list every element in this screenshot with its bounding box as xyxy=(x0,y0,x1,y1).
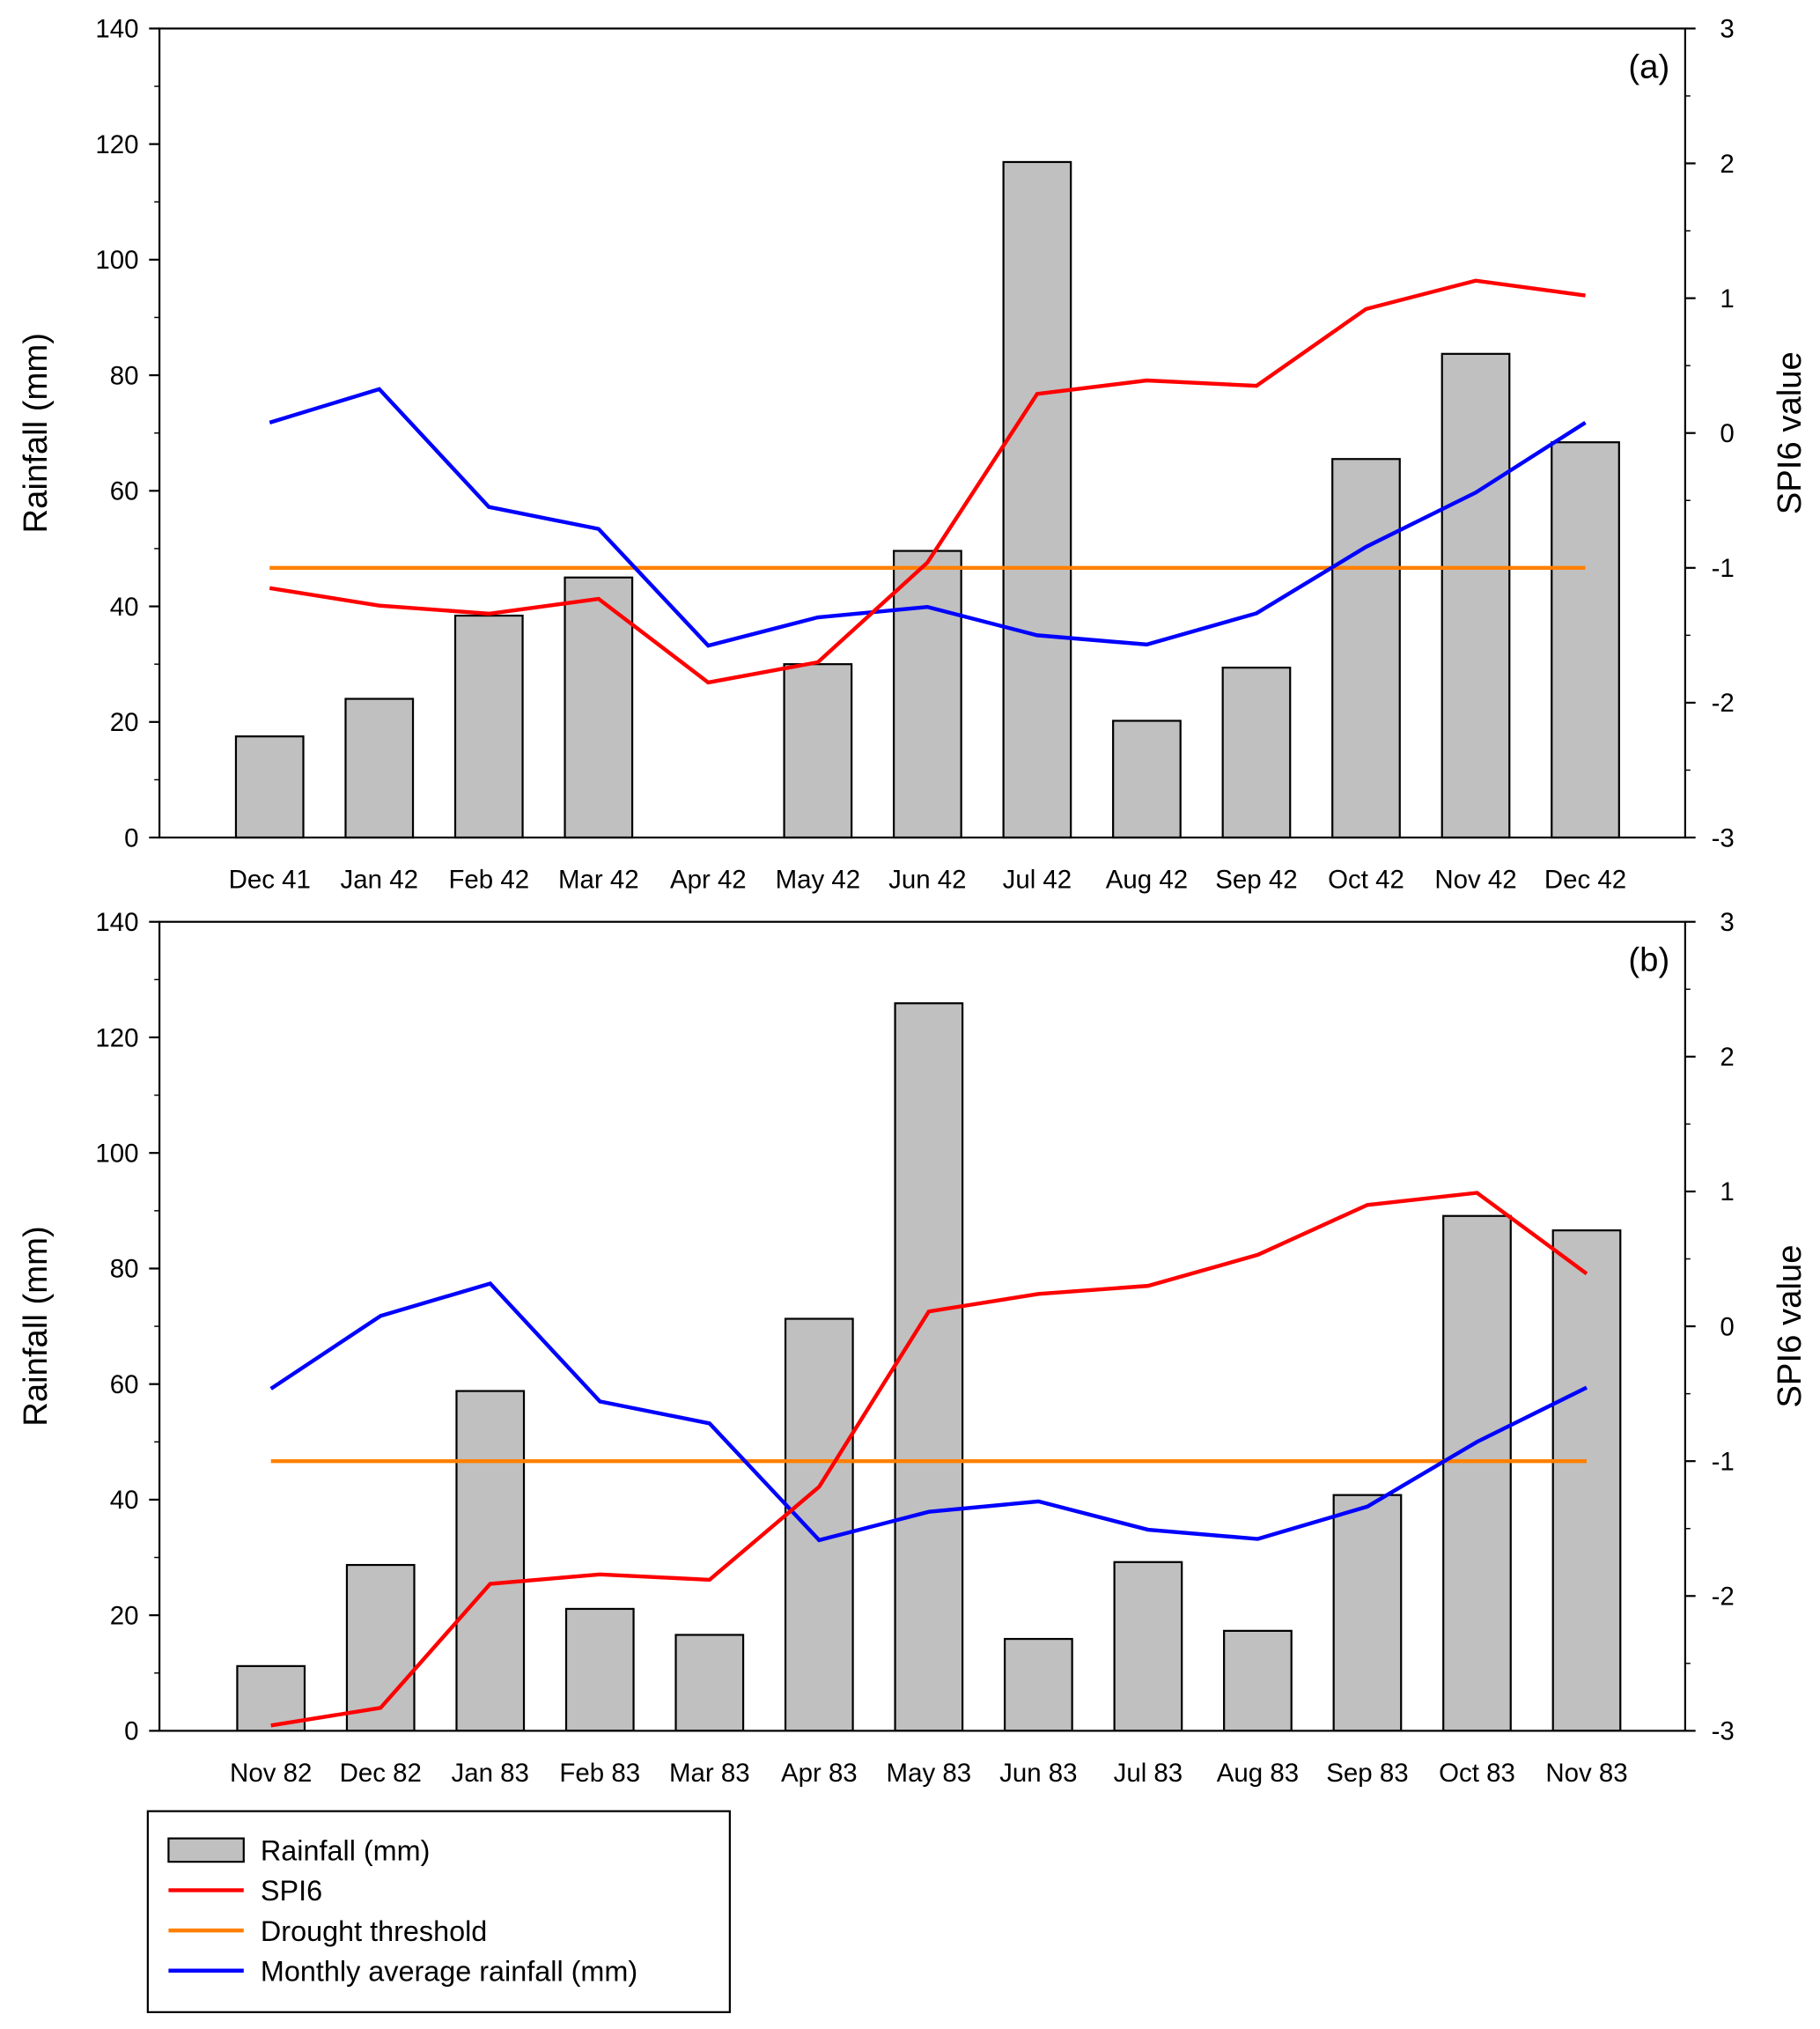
rainfall-bar xyxy=(1332,1494,1403,1732)
x-tick-label: Mar 83 xyxy=(669,1759,750,1788)
x-tick-label: Apr 42 xyxy=(670,865,747,894)
rainfall-bar xyxy=(344,697,415,839)
rainfall-bar xyxy=(783,663,853,839)
y2-tick-label: 3 xyxy=(1720,15,1734,44)
y-axis-title: Rainfall (mm) xyxy=(17,1226,55,1426)
x-tick-label: Jun 42 xyxy=(888,865,966,894)
legend-label: SPI6 xyxy=(261,1875,322,1907)
y2-tick-label: 3 xyxy=(1720,908,1734,937)
x-tick-label: Mar 42 xyxy=(558,865,639,894)
rainfall-bar xyxy=(455,1390,526,1732)
y2-tick-label: 0 xyxy=(1720,1312,1734,1341)
x-tick-label: Feb 83 xyxy=(559,1759,640,1788)
y-tick-label: 80 xyxy=(110,361,139,390)
rainfall-bar xyxy=(564,576,634,839)
rainfall-bar xyxy=(453,614,524,839)
x-tick-label: Aug 83 xyxy=(1217,1759,1299,1788)
panel-label: (a) xyxy=(1628,48,1669,85)
y-tick-label: 80 xyxy=(110,1255,139,1284)
y2-tick-label: -3 xyxy=(1712,1717,1735,1746)
x-tick-label: Jul 42 xyxy=(1003,865,1072,894)
x-tick-label: Nov 83 xyxy=(1545,1759,1627,1788)
legend-box xyxy=(146,1810,731,2013)
legend-swatch-rainfall xyxy=(167,1837,245,1863)
x-tick-label: Dec 42 xyxy=(1544,865,1626,894)
x-tick-label: Dec 41 xyxy=(229,865,311,894)
rainfall-bar xyxy=(1441,352,1511,839)
y-tick-label: 40 xyxy=(110,1486,139,1515)
rainfall-bar xyxy=(894,1002,964,1732)
rainfall-bar xyxy=(674,1634,745,1732)
x-tick-label: Jul 83 xyxy=(1114,1759,1183,1788)
y2-tick-label: -1 xyxy=(1712,1447,1735,1476)
rainfall-bar xyxy=(345,1563,416,1732)
y2-tick-label: -1 xyxy=(1712,554,1735,583)
y2-tick-label: -3 xyxy=(1712,823,1735,852)
y2-tick-label: 1 xyxy=(1720,1177,1734,1206)
rainfall-bar xyxy=(1003,1637,1073,1732)
y2-tick-label: 1 xyxy=(1720,284,1734,314)
y2-axis-title: SPI6 value xyxy=(1771,351,1809,514)
x-tick-label: Aug 42 xyxy=(1106,865,1188,894)
legend: Rainfall (mm) SPI6 Drought threshold Monthl… xyxy=(146,1810,731,2013)
x-tick-label: Nov 42 xyxy=(1434,865,1516,894)
y2-tick-label: -2 xyxy=(1712,1583,1735,1612)
rainfall-bar xyxy=(1551,441,1620,839)
legend-label: Monthly average rainfall (mm) xyxy=(261,1956,637,1988)
rainfall-bar xyxy=(1223,1629,1293,1732)
x-tick-label: Sep 42 xyxy=(1215,865,1297,894)
panel-a: 0 20 40 60 80 100 120 140 -3 -2 -1 0 1 2 3 Dec 41 Jan 42… xyxy=(17,15,1809,895)
y-tick-label: 140 xyxy=(95,908,138,937)
y-tick-label: 140 xyxy=(95,15,138,44)
y-tick-label: 100 xyxy=(95,1140,138,1169)
panel-label: (b) xyxy=(1628,941,1669,979)
x-tick-label: Sep 83 xyxy=(1326,1759,1408,1788)
x-tick-label: May 42 xyxy=(776,865,861,894)
x-tick-label: Oct 42 xyxy=(1328,865,1404,894)
rainfall-bar xyxy=(1331,458,1401,839)
x-tick-label: Jan 42 xyxy=(341,865,418,894)
y-tick-label: 20 xyxy=(110,708,139,737)
y-tick-label: 100 xyxy=(95,246,138,275)
panel-b: 0 20 40 60 80 100 120 140 -3 -2 -1 0 1 2 3 Nov 82 Dec 82… xyxy=(17,908,1809,1788)
x-tick-label: Oct 83 xyxy=(1439,1759,1515,1788)
y2-axis-title: SPI6 value xyxy=(1771,1245,1809,1408)
rainfall-bar xyxy=(1113,1560,1183,1732)
y-tick-label: 40 xyxy=(110,593,139,622)
y-tick-label: 60 xyxy=(110,477,139,506)
y2-tick-label: -2 xyxy=(1712,689,1735,718)
x-tick-label: Jun 83 xyxy=(999,1759,1077,1788)
y-tick-label: 20 xyxy=(110,1601,139,1630)
rainfall-bar xyxy=(784,1317,854,1732)
x-tick-label: Dec 82 xyxy=(340,1759,422,1788)
legend-label: Rainfall (mm) xyxy=(261,1835,430,1867)
x-tick-label: Feb 42 xyxy=(448,865,529,894)
rainfall-bar xyxy=(564,1607,635,1732)
y-tick-label: 0 xyxy=(124,823,138,852)
y-tick-label: 120 xyxy=(95,130,138,159)
x-tick-label: May 83 xyxy=(887,1759,972,1788)
rainfall-bar xyxy=(234,735,305,839)
legend-label: Drought threshold xyxy=(261,1915,487,1947)
y2-tick-label: 2 xyxy=(1720,150,1734,179)
rainfall-bar xyxy=(1221,667,1292,839)
rainfall-bar xyxy=(1002,160,1072,839)
y-axis-title: Rainfall (mm) xyxy=(17,333,55,533)
x-tick-label: Nov 82 xyxy=(230,1759,312,1788)
x-tick-label: Jan 83 xyxy=(452,1759,529,1788)
y-tick-label: 0 xyxy=(124,1717,138,1746)
rainfall-bar xyxy=(1551,1229,1622,1732)
y2-tick-label: 0 xyxy=(1720,419,1734,448)
y-tick-label: 60 xyxy=(110,1370,139,1399)
y-tick-label: 120 xyxy=(95,1023,138,1052)
y2-tick-label: 2 xyxy=(1720,1043,1734,1072)
x-tick-label: Apr 83 xyxy=(781,1759,858,1788)
rainfall-bar xyxy=(1112,719,1182,839)
rainfall-bar xyxy=(1442,1214,1512,1732)
rainfall-bar xyxy=(892,550,962,839)
